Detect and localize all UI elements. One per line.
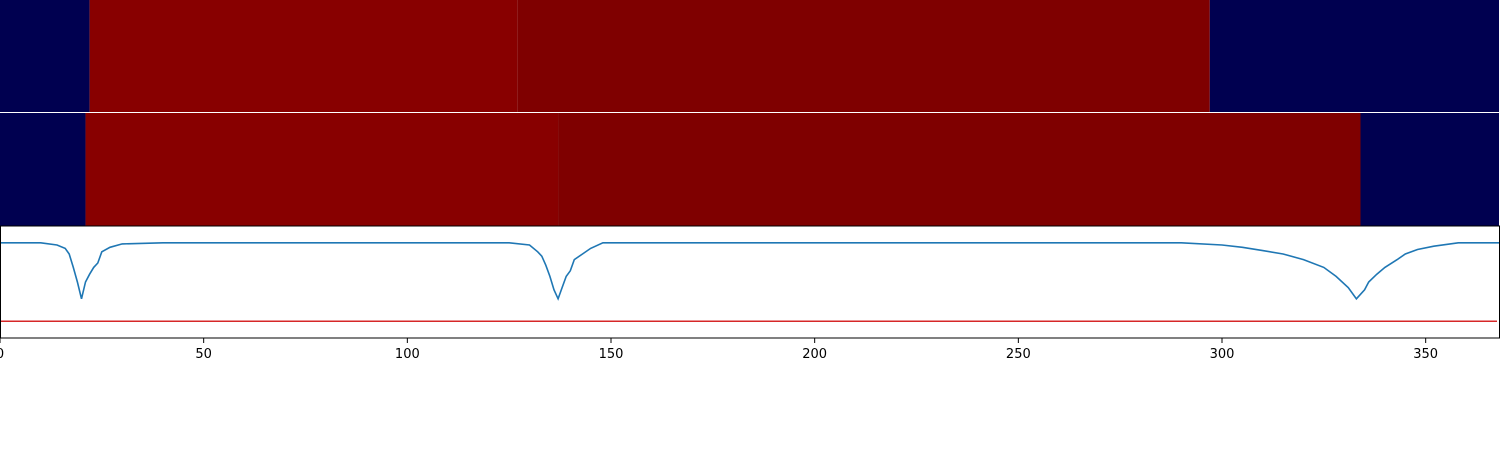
x-tick-label-50: 50 <box>195 347 212 362</box>
heatmap-row-2-segment-3 <box>558 113 1361 226</box>
heatmap-row-2-segment-2 <box>85 113 559 226</box>
line-panel <box>0 225 1500 339</box>
x-tick-label-300: 300 <box>1210 347 1235 362</box>
x-tick-label-150: 150 <box>599 347 624 362</box>
heatmap-row-1-segment-3 <box>517 0 1210 112</box>
x-axis: 0 50 100 150 200 250 300 350 <box>0 338 1438 362</box>
x-tick-label-350: 350 <box>1413 347 1438 362</box>
heatmap-row-2-segment-1 <box>0 113 86 226</box>
x-tick-label-200: 200 <box>802 347 827 362</box>
similarity-curve <box>0 242 1499 301</box>
x-tick-label-100: 100 <box>395 347 420 362</box>
heatmap-row-1-segment-2 <box>89 0 518 112</box>
heatmap-row-1-segment-4 <box>1209 0 1499 112</box>
heatmap-rows <box>0 0 1500 226</box>
heatmap-row-1-segment-1 <box>0 0 90 112</box>
line-panel-background <box>0 226 1499 338</box>
x-tick-label-0: 0 <box>0 347 4 362</box>
x-tick-label-250: 250 <box>1006 347 1031 362</box>
heatmap-row-2-segment-4 <box>1360 113 1499 226</box>
